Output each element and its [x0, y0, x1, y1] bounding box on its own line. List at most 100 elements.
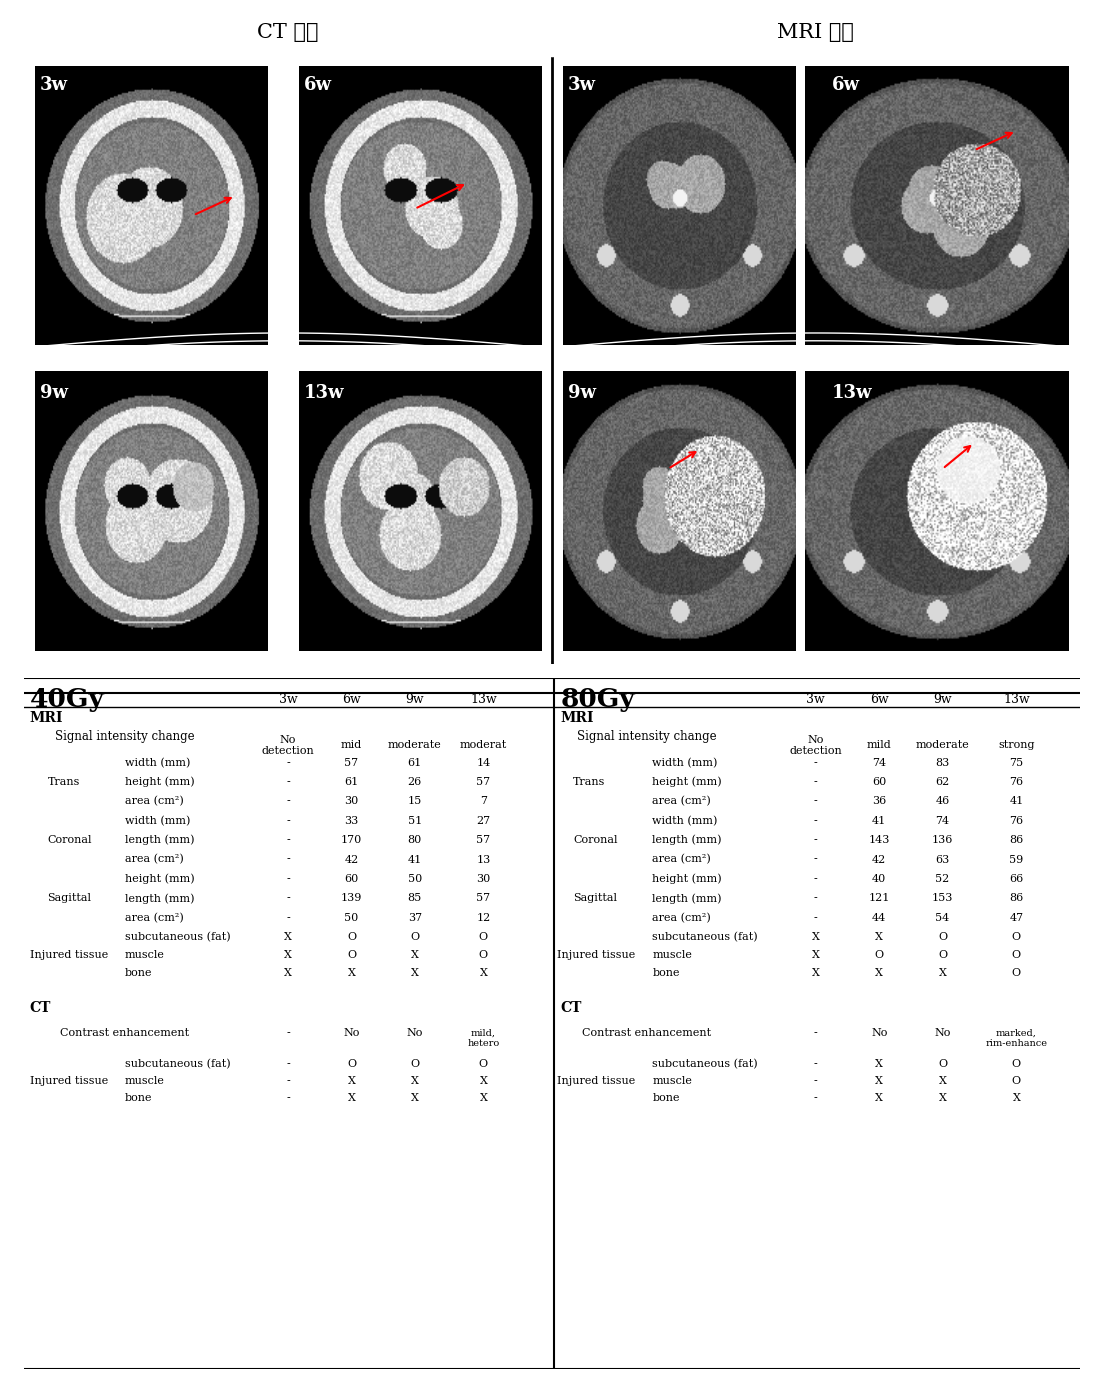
- Text: -: -: [286, 1059, 290, 1069]
- Text: 6w: 6w: [831, 76, 860, 94]
- Text: subcutaneous (fat): subcutaneous (fat): [125, 1059, 230, 1069]
- Text: MRI 영상: MRI 영상: [777, 22, 854, 41]
- Text: -: -: [814, 1059, 818, 1069]
- Text: strong: strong: [998, 740, 1034, 751]
- Text: width (mm): width (mm): [125, 816, 190, 826]
- Text: X: X: [811, 932, 820, 942]
- Text: 3w: 3w: [807, 693, 825, 705]
- Text: 153: 153: [932, 893, 953, 903]
- Text: X: X: [875, 932, 883, 942]
- Text: -: -: [286, 874, 290, 884]
- Text: X: X: [411, 1076, 418, 1086]
- Text: No
detection: No detection: [789, 734, 842, 757]
- Text: 80Gy: 80Gy: [561, 686, 635, 712]
- Text: 47: 47: [1009, 913, 1023, 922]
- Text: Contrast enhancement: Contrast enhancement: [583, 1028, 712, 1037]
- Text: 6w: 6w: [342, 693, 361, 705]
- Text: 13w: 13w: [831, 384, 872, 402]
- Text: Contrast enhancement: Contrast enhancement: [60, 1028, 189, 1037]
- Text: CT: CT: [30, 1001, 51, 1015]
- Text: subcutaneous (fat): subcutaneous (fat): [652, 932, 757, 942]
- Text: CT 영상: CT 영상: [257, 22, 319, 41]
- Text: O: O: [479, 932, 488, 942]
- Text: 6w: 6w: [304, 76, 332, 94]
- Text: area (cm²): area (cm²): [125, 913, 183, 922]
- Text: muscle: muscle: [652, 1076, 692, 1086]
- Text: 121: 121: [869, 893, 890, 903]
- Text: length (mm): length (mm): [652, 893, 722, 903]
- Text: bone: bone: [652, 968, 680, 978]
- Text: moderate: moderate: [915, 740, 969, 751]
- Text: O: O: [411, 1059, 420, 1069]
- Text: mid: mid: [341, 740, 362, 751]
- Text: X: X: [479, 1076, 487, 1086]
- Text: Sagittal: Sagittal: [573, 893, 617, 903]
- Text: X: X: [348, 1076, 355, 1086]
- Text: 40Gy: 40Gy: [30, 686, 104, 712]
- Text: area (cm²): area (cm²): [125, 797, 183, 806]
- Text: 40: 40: [872, 874, 887, 884]
- Text: -: -: [286, 777, 290, 787]
- Text: 46: 46: [935, 797, 949, 806]
- Text: Trans: Trans: [47, 777, 79, 787]
- Text: Sagittal: Sagittal: [47, 893, 92, 903]
- Text: subcutaneous (fat): subcutaneous (fat): [125, 932, 230, 942]
- Text: 6w: 6w: [870, 693, 889, 705]
- Text: length (mm): length (mm): [125, 893, 194, 903]
- Text: 62: 62: [935, 777, 949, 787]
- Text: 30: 30: [344, 797, 359, 806]
- Text: 60: 60: [872, 777, 887, 787]
- Text: MRI: MRI: [561, 711, 594, 725]
- Text: 13w: 13w: [304, 384, 344, 402]
- Text: X: X: [479, 1093, 487, 1102]
- Text: 57: 57: [344, 758, 359, 768]
- Text: 42: 42: [344, 855, 359, 864]
- Text: 75: 75: [1009, 758, 1023, 768]
- Text: bone: bone: [125, 1093, 152, 1102]
- Text: 41: 41: [1009, 797, 1023, 806]
- Text: 170: 170: [341, 835, 362, 845]
- Text: O: O: [938, 950, 947, 960]
- Text: subcutaneous (fat): subcutaneous (fat): [652, 1059, 757, 1069]
- Text: 27: 27: [476, 816, 490, 826]
- Text: -: -: [814, 855, 818, 864]
- Text: 136: 136: [932, 835, 953, 845]
- Text: X: X: [348, 968, 355, 978]
- Text: Injured tissue: Injured tissue: [30, 1076, 108, 1086]
- Text: 41: 41: [872, 816, 887, 826]
- Text: muscle: muscle: [125, 1076, 164, 1086]
- Text: X: X: [479, 968, 487, 978]
- Text: bone: bone: [125, 968, 152, 978]
- Text: X: X: [284, 932, 293, 942]
- Text: 13w: 13w: [470, 693, 497, 705]
- Text: Signal intensity change: Signal intensity change: [577, 730, 716, 743]
- Text: -: -: [286, 758, 290, 768]
- Text: height (mm): height (mm): [125, 874, 194, 884]
- Text: X: X: [411, 950, 418, 960]
- Text: CT: CT: [561, 1001, 582, 1015]
- Text: 57: 57: [476, 777, 490, 787]
- Text: 61: 61: [407, 758, 422, 768]
- Text: O: O: [938, 1059, 947, 1069]
- Text: Coronal: Coronal: [573, 835, 617, 845]
- Text: X: X: [284, 968, 293, 978]
- Text: O: O: [479, 1059, 488, 1069]
- Text: O: O: [874, 950, 883, 960]
- Text: length (mm): length (mm): [125, 835, 194, 845]
- Text: 15: 15: [407, 797, 422, 806]
- Text: MRI: MRI: [30, 711, 63, 725]
- Text: X: X: [1012, 1093, 1020, 1102]
- Text: 50: 50: [407, 874, 422, 884]
- Text: 57: 57: [476, 893, 490, 903]
- Text: X: X: [284, 950, 293, 960]
- Text: height (mm): height (mm): [652, 777, 722, 787]
- Text: length (mm): length (mm): [652, 835, 722, 845]
- Text: 85: 85: [407, 893, 422, 903]
- Text: -: -: [286, 1093, 290, 1102]
- Text: Coronal: Coronal: [47, 835, 92, 845]
- Text: -: -: [814, 835, 818, 845]
- Text: O: O: [1012, 950, 1021, 960]
- Text: 57: 57: [476, 835, 490, 845]
- Text: area (cm²): area (cm²): [652, 913, 711, 922]
- Text: -: -: [814, 874, 818, 884]
